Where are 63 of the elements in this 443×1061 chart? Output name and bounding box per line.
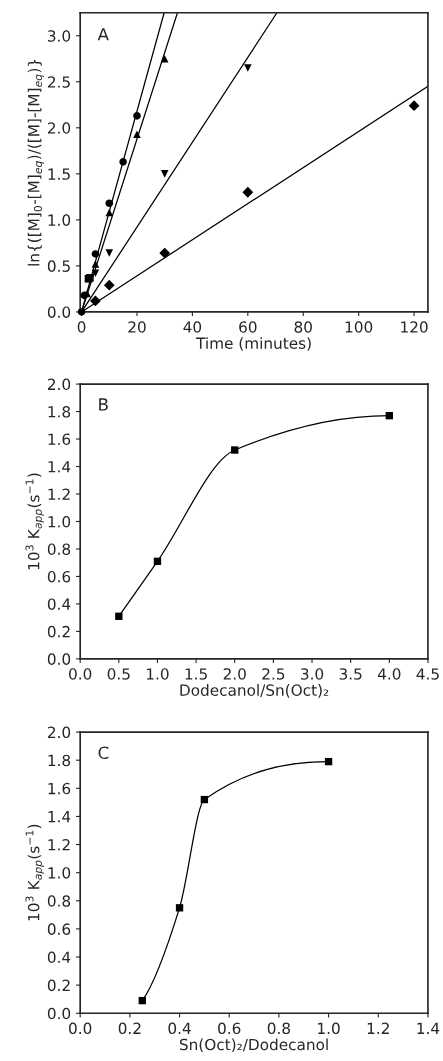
x-tick-label: 1.5 [185,668,207,680]
x-tick-label: 1.4 [417,1022,440,1034]
y-tick-label: 0.4 [47,598,71,610]
annotation: A [97,28,109,41]
x-axis-title: Sn(Oct)₂/Dodecanol [179,1038,328,1053]
y-tick-label: 1.2 [48,839,70,851]
y-axis-title: 10$^{3}$ K$_{app}$(s$^{−1}$) [25,824,44,921]
x-tick-label: 0.8 [267,1022,290,1035]
y-tick-label: 2.0 [47,378,71,391]
x-tick-label: 2.5 [262,668,285,680]
y-tick-label: 1.8 [48,406,71,418]
x-tick-label: 0.6 [218,1022,241,1035]
annotation: C [98,746,109,760]
y-tick-label: 0.5 [47,260,70,272]
y-tick-label: 1.5 [48,168,70,180]
y-tick-label: 0.4 [47,951,71,964]
x-tick-label: 100 [345,321,373,333]
y-axis-title: ln{([M]$_{0}$-[M]$_{eq}$)/([M]-[M]$_{eq}$)} [27,59,45,266]
x-tick-label: 0.0 [69,1022,92,1035]
y-axis-title: 10$^{3}$ K$_{app}$(s$^{−1}$) [25,473,44,570]
x-tick-label: 20 [128,321,146,333]
x-tick-label: 0.0 [69,668,92,680]
y-tick-label: 2.0 [47,122,71,134]
annotation: B [99,398,108,411]
x-tick-label: 1.0 [318,1022,340,1035]
x-tick-label: 0.4 [168,1022,191,1035]
x-tick-label: 1.2 [367,1022,389,1034]
y-tick-label: 0.0 [47,1007,71,1020]
x-tick-label: 4.0 [377,668,401,680]
x-tick-label: 0.5 [107,668,130,680]
y-tick-label: 0.2 [47,625,70,638]
y-tick-label: 2.5 [47,76,70,88]
x-tick-label: 120 [401,321,428,333]
y-tick-label: 1.0 [48,214,71,226]
y-tick-label: 1.2 [48,488,70,500]
x-tick-label: 0 [77,321,86,333]
y-tick-label: 0.8 [47,895,71,907]
y-tick-label: 1.0 [48,867,71,879]
y-tick-label: 0.0 [47,306,71,318]
y-tick-label: 1.0 [48,515,71,528]
y-tick-label: 0.8 [47,543,71,555]
x-axis-title: Dodecanol/Sn(Oct)₂ [180,684,329,698]
y-tick-label: 1.6 [48,782,71,795]
x-tick-label: 0.2 [118,1022,141,1035]
x-tick-label: 4.5 [416,668,439,680]
y-tick-label: 1.8 [48,754,71,767]
x-tick-label: 1.0 [146,668,169,680]
y-tick-label: 0.6 [47,923,71,935]
x-tick-label: 80 [294,321,312,333]
y-tick-label: 2.0 [47,726,71,739]
x-axis-title: Time (minutes) [196,337,311,351]
y-tick-label: 1.6 [48,433,71,446]
y-tick-label: 0.2 [47,979,70,992]
y-tick-label: 0.0 [47,653,71,665]
x-tick-label: 3.5 [339,668,362,680]
y-tick-label: 3.0 [48,30,71,42]
x-tick-label: 60 [239,321,257,333]
x-tick-label: 40 [183,321,202,333]
x-tick-label: 3.0 [301,668,324,680]
y-tick-label: 1.4 [48,461,71,473]
x-tick-label: 2.0 [223,668,246,680]
y-tick-label: 1.4 [48,811,71,823]
y-tick-label: 0.6 [47,570,71,583]
